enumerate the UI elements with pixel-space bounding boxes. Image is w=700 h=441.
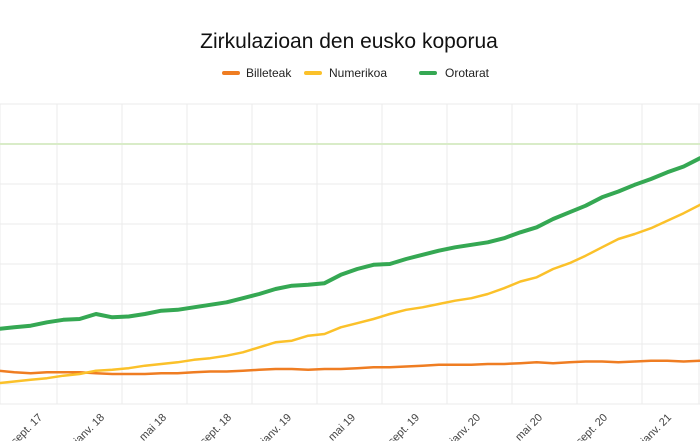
legend-label-numerikoa: Numerikoa: [329, 66, 387, 80]
grid-layer: [0, 103, 700, 405]
legend-label-orotarat: Orotarat: [445, 66, 490, 80]
series-line-billeteak: [0, 359, 700, 376]
legend-label-billeteak: Billeteak: [246, 66, 292, 80]
chart-title: Zirkulazioan den eusko koporua: [200, 30, 498, 53]
legend: Billeteak Numerikoa Orotarat: [222, 66, 490, 80]
series-layer: [0, 156, 700, 385]
series-line-numerikoa: [0, 203, 700, 385]
series-line-orotarat: [0, 156, 700, 331]
